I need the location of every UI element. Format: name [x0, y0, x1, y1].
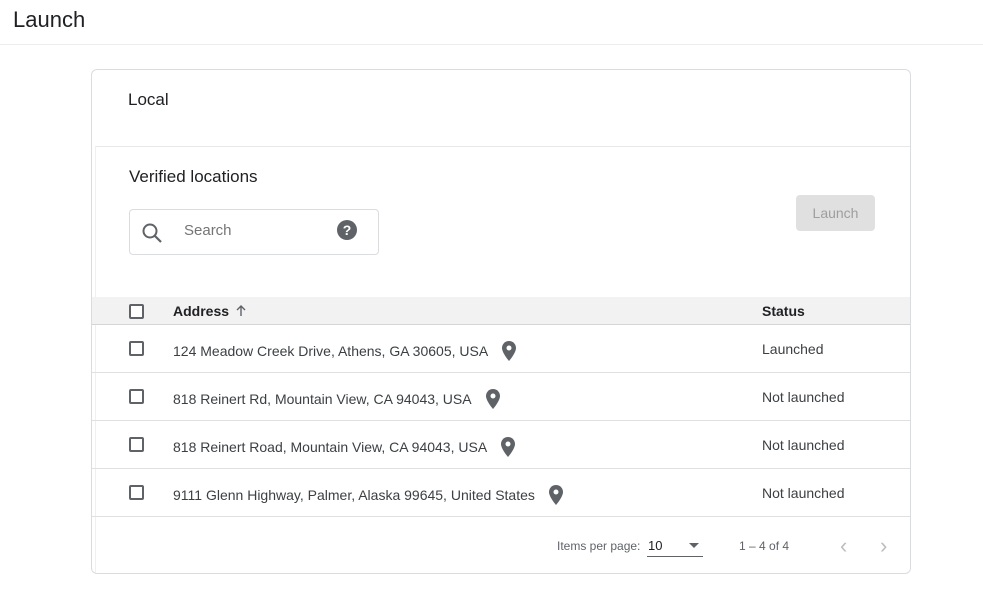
table-row[interactable]: 818 Reinert Rd, Mountain View, CA 94043,… — [92, 373, 910, 421]
select-all-checkbox[interactable] — [129, 304, 144, 319]
search-input[interactable] — [184, 222, 324, 239]
subsection-title: Verified locations — [129, 167, 258, 186]
row-checkbox[interactable] — [129, 437, 144, 452]
map-pin-icon[interactable] — [501, 437, 516, 457]
next-page-button[interactable]: › — [880, 533, 888, 558]
locations-table: Address Status 124 Meadow Creek Drive, A… — [92, 297, 910, 517]
row-checkbox[interactable] — [129, 341, 144, 356]
table-row[interactable]: 818 Reinert Road, Mountain View, CA 9404… — [92, 421, 910, 469]
table-header: Address Status — [92, 297, 910, 325]
status-cell: Not launched — [762, 437, 845, 453]
address-column-header[interactable]: Address — [173, 303, 247, 319]
map-pin-icon[interactable] — [502, 341, 517, 361]
items-per-page-label: Items per page: — [557, 539, 641, 553]
sort-arrow-up-icon — [236, 305, 246, 316]
dropdown-caret-icon — [689, 543, 699, 548]
previous-page-button[interactable]: ‹ — [840, 533, 848, 558]
page-range: 1 – 4 of 4 — [739, 539, 790, 553]
address-cell: 124 Meadow Creek Drive, Athens, GA 30605… — [173, 341, 517, 361]
table-row[interactable]: 124 Meadow Creek Drive, Athens, GA 30605… — [92, 325, 910, 373]
verified-locations-panel: Verified locations ? Launch Address Stat… — [92, 146, 910, 573]
address-cell: 9111 Glenn Highway, Palmer, Alaska 99645… — [173, 485, 563, 505]
status-cell: Not launched — [762, 485, 845, 501]
row-checkbox[interactable] — [129, 389, 144, 404]
address-cell: 818 Reinert Rd, Mountain View, CA 94043,… — [173, 389, 500, 409]
row-checkbox[interactable] — [129, 485, 144, 500]
table-row[interactable]: 9111 Glenn Highway, Palmer, Alaska 99645… — [92, 469, 910, 517]
status-column-header: Status — [762, 303, 805, 319]
search-icon — [142, 223, 162, 243]
status-cell: Launched — [762, 341, 824, 357]
map-pin-icon[interactable] — [548, 485, 563, 505]
local-card: Local Verified locations ? Launch Addres… — [91, 69, 911, 574]
map-pin-icon[interactable] — [485, 389, 500, 409]
launch-button[interactable]: Launch — [796, 195, 875, 231]
top-bar: Launch — [0, 0, 983, 45]
help-icon[interactable]: ? — [337, 220, 357, 240]
search-box: ? — [129, 209, 379, 255]
page-title: Launch — [13, 7, 86, 32]
page-size-select[interactable]: 10 — [647, 535, 703, 557]
address-cell: 818 Reinert Road, Mountain View, CA 9404… — [173, 437, 516, 457]
section-title: Local — [128, 90, 169, 109]
paginator: Items per page: 10 1 – 4 of 4 ‹ › — [96, 523, 910, 573]
status-cell: Not launched — [762, 389, 845, 405]
